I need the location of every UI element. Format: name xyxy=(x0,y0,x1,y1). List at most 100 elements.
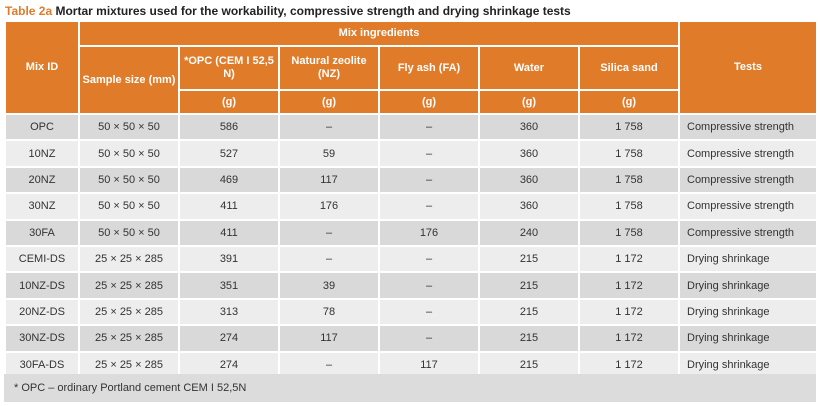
cell-fly-ash: – xyxy=(378,192,480,221)
cell-fly-ash: – xyxy=(378,324,480,353)
cell-water: 240 xyxy=(478,218,580,247)
cell-opc: 313 xyxy=(178,297,280,327)
cell-sample-size: 50 × 50 × 50 xyxy=(78,192,180,221)
cell-water: 360 xyxy=(478,192,580,221)
cell-water: 360 xyxy=(478,112,580,142)
cell-silica-sand: 1 758 xyxy=(578,139,680,168)
cell-sample-size: 50 × 50 × 50 xyxy=(78,218,180,247)
table-row: 10NZ-DS 25 × 25 × 285 351 39–215 1 172 Drying… xyxy=(4,271,818,300)
table-row: 10NZ 50 × 50 × 50 527 59–360 1 758 Compressiv… xyxy=(4,139,818,168)
footnote: * OPC – ordinary Portland cement CEM I 5… xyxy=(4,374,816,402)
header-silica-sand: Silica sand xyxy=(578,45,680,91)
cell-test: Compressive strength xyxy=(678,112,818,142)
unit-fly-ash: (g) xyxy=(378,89,480,115)
cell-natural-zeolite: 117 xyxy=(278,324,380,353)
cell-mix-id: 20NZ xyxy=(4,165,80,195)
cell-silica-sand: 1 172 xyxy=(578,271,680,300)
cell-natural-zeolite: – xyxy=(278,218,380,247)
table-row: 20NZ-DS 25 × 25 × 285 313 78–215 1 172 Drying… xyxy=(4,297,818,327)
table-title: Mortar mixtures used for the workability… xyxy=(55,4,571,18)
cell-test: Drying shrinkage xyxy=(678,271,818,300)
table-body: OPC 50 × 50 × 50 586– –360 1 758 Compressive … xyxy=(4,112,818,379)
cell-fly-ash: 176 xyxy=(378,218,480,247)
cell-sample-size: 50 × 50 × 50 xyxy=(78,112,180,142)
mortar-mixtures-table: Mix ID Mix ingredients Tests Sample size… xyxy=(4,20,818,379)
header-water: Water xyxy=(478,45,580,91)
cell-fly-ash: – xyxy=(378,271,480,300)
cell-opc: 469 xyxy=(178,165,280,195)
cell-mix-id: 10NZ xyxy=(4,139,80,168)
table-row: 30NZ-DS 25 × 25 × 285 274 117–215 1 172 Dryin… xyxy=(4,324,818,353)
cell-test: Compressive strength xyxy=(678,218,818,247)
header-opc: *OPC (CEM I 52,5 N) xyxy=(178,45,280,91)
cell-water: 215 xyxy=(478,324,580,353)
cell-fly-ash: – xyxy=(378,297,480,327)
unit-silica-sand: (g) xyxy=(578,89,680,115)
cell-test: Drying shrinkage xyxy=(678,297,818,327)
cell-mix-id: OPC xyxy=(4,112,80,142)
header-fly-ash: Fly ash (FA) xyxy=(378,45,480,91)
cell-silica-sand: 1 172 xyxy=(578,324,680,353)
cell-sample-size: 50 × 50 × 50 xyxy=(78,165,180,195)
cell-silica-sand: 1 758 xyxy=(578,218,680,247)
cell-fly-ash: – xyxy=(378,139,480,168)
unit-water: (g) xyxy=(478,89,580,115)
cell-opc: 586 xyxy=(178,112,280,142)
cell-sample-size: 50 × 50 × 50 xyxy=(78,139,180,168)
header-mix-ingredients: Mix ingredients xyxy=(78,20,680,47)
cell-test: Drying shrinkage xyxy=(678,244,818,274)
cell-water: 360 xyxy=(478,139,580,168)
cell-opc: 527 xyxy=(178,139,280,168)
cell-water: 215 xyxy=(478,271,580,300)
cell-natural-zeolite: 117 xyxy=(278,165,380,195)
cell-fly-ash: – xyxy=(378,244,480,274)
cell-natural-zeolite: – xyxy=(278,112,380,142)
cell-opc: 411 xyxy=(178,192,280,221)
header-tests: Tests xyxy=(678,20,818,115)
cell-water: 215 xyxy=(478,297,580,327)
cell-silica-sand: 1 758 xyxy=(578,165,680,195)
cell-opc: 351 xyxy=(178,271,280,300)
cell-silica-sand: 1 172 xyxy=(578,244,680,274)
table-caption: Table 2a Mortar mixtures used for the wo… xyxy=(5,3,571,19)
cell-sample-size: 25 × 25 × 285 xyxy=(78,324,180,353)
table-row: 30FA 50 × 50 × 50 411–176 240 1 758 Compressi… xyxy=(4,218,818,247)
cell-sample-size: 25 × 25 × 285 xyxy=(78,271,180,300)
cell-opc: 274 xyxy=(178,324,280,353)
cell-opc: 411 xyxy=(178,218,280,247)
cell-water: 215 xyxy=(478,244,580,274)
cell-test: Compressive strength xyxy=(678,139,818,168)
cell-natural-zeolite: – xyxy=(278,244,380,274)
cell-mix-id: 10NZ-DS xyxy=(4,271,80,300)
table-label: Table 2a xyxy=(5,4,53,18)
cell-test: Compressive strength xyxy=(678,165,818,195)
cell-test: Drying shrinkage xyxy=(678,324,818,353)
cell-sample-size: 25 × 25 × 285 xyxy=(78,297,180,327)
cell-water: 360 xyxy=(478,165,580,195)
table-row: OPC 50 × 50 × 50 586– –360 1 758 Compressive … xyxy=(4,112,818,142)
table-row: CEMI-DS 25 × 25 × 285 391– –215 1 172 Drying … xyxy=(4,244,818,274)
cell-test: Compressive strength xyxy=(678,192,818,221)
cell-natural-zeolite: 176 xyxy=(278,192,380,221)
unit-opc: (g) xyxy=(178,89,280,115)
table-row: 30NZ 50 × 50 × 50 411 176–360 1 758 Compressi… xyxy=(4,192,818,221)
cell-natural-zeolite: 39 xyxy=(278,271,380,300)
cell-mix-id: 30FA xyxy=(4,218,80,247)
cell-fly-ash: – xyxy=(378,165,480,195)
header-natural-zeolite: Natural zeolite (NZ) xyxy=(278,45,380,91)
cell-silica-sand: 1 172 xyxy=(578,297,680,327)
cell-silica-sand: 1 758 xyxy=(578,112,680,142)
header-mix-id: Mix ID xyxy=(4,20,80,115)
cell-opc: 391 xyxy=(178,244,280,274)
table-row: 20NZ 50 × 50 × 50 469 117–360 1 758 Compressi… xyxy=(4,165,818,195)
header-sample-size: Sample size (mm) xyxy=(78,45,180,115)
cell-natural-zeolite: 59 xyxy=(278,139,380,168)
cell-silica-sand: 1 758 xyxy=(578,192,680,221)
cell-sample-size: 25 × 25 × 285 xyxy=(78,244,180,274)
cell-natural-zeolite: 78 xyxy=(278,297,380,327)
unit-natural-zeolite: (g) xyxy=(278,89,380,115)
cell-mix-id: 30NZ xyxy=(4,192,80,221)
cell-mix-id: 20NZ-DS xyxy=(4,297,80,327)
cell-mix-id: 30NZ-DS xyxy=(4,324,80,353)
cell-mix-id: CEMI-DS xyxy=(4,244,80,274)
